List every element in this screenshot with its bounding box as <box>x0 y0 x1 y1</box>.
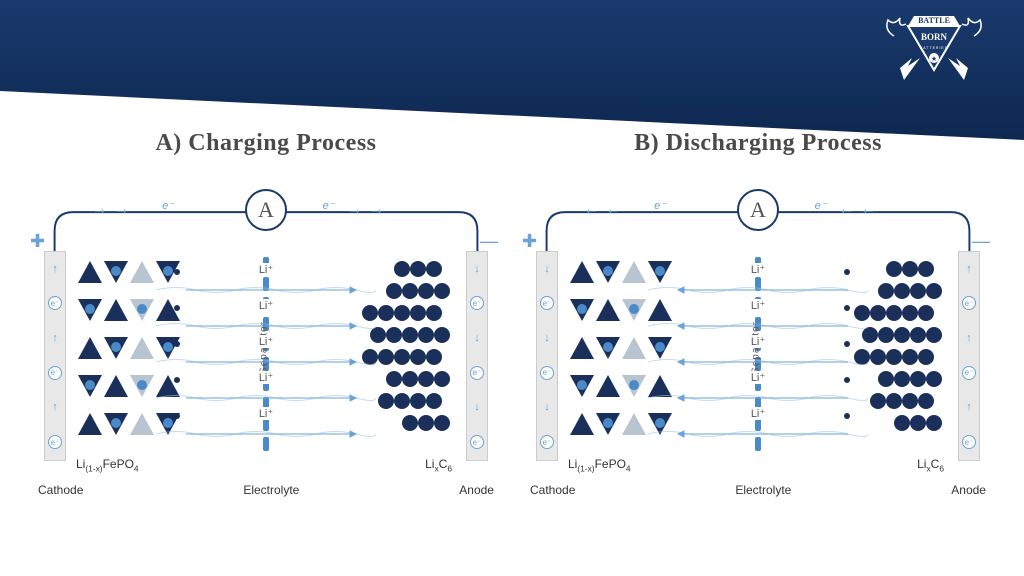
logo-text-top: BATTLE <box>918 16 950 25</box>
electron-badge: e⁻ <box>540 296 554 310</box>
panel-A: A) Charging Process A e⁻ e⁻ →→ →→ ✚ — ↑ e… <box>20 130 512 497</box>
electron-badge: e⁻ <box>48 435 62 449</box>
electron-label: e⁻ <box>654 199 666 212</box>
ion-row: Li⁺ <box>648 411 868 447</box>
ion-row: Li⁺ <box>156 303 376 339</box>
electron-badge: e⁻ <box>962 366 976 380</box>
anode-formula: LixC6 <box>917 457 944 473</box>
anode-label: Anode <box>459 483 494 497</box>
battery-cell: A e⁻ e⁻ →→ →→ ✚ — ↑e⁻↑e⁻↑e⁻ ↓e⁻↓e⁻↓e⁻ Se… <box>30 177 502 497</box>
li-ion-label: Li⁺ <box>257 371 275 384</box>
panel-title: B) Discharging Process <box>522 130 994 157</box>
collector-arrow: ↓ <box>544 401 550 413</box>
panel-B: B) Discharging Process A e⁻ e⁻ ←← ←← ✚ —… <box>512 130 1004 497</box>
current-arrows: ←← <box>838 201 882 219</box>
li-ion-label: Li⁺ <box>749 299 767 312</box>
collector-arrow: ↓ <box>474 401 480 413</box>
ion-row: Li⁺ <box>156 267 376 303</box>
collector-arrow: ↓ <box>544 263 550 275</box>
ammeter: A <box>245 189 287 231</box>
collector-arrow: ↑ <box>966 332 972 344</box>
battery-cell: A e⁻ e⁻ ←← ←← ✚ — ↓e⁻↓e⁻↓e⁻ ↑e⁻↑e⁻↑e⁻ Se… <box>522 177 994 497</box>
collector-arrow: ↑ <box>966 401 972 413</box>
ion-flow: Li⁺ Li⁺ Li⁺ Li⁺ <box>648 267 868 447</box>
li-ion-label: Li⁺ <box>257 335 275 348</box>
ion-row: Li⁺ <box>156 411 376 447</box>
electron-label: e⁻ <box>162 199 174 212</box>
current-arrows: ←← <box>583 201 627 219</box>
cathode-formula: Li(1-x)FePO4 <box>568 457 631 473</box>
electrolyte-label: Electrolyte <box>243 483 299 497</box>
ion-row: Li⁺ <box>648 375 868 411</box>
ion-row: Li⁺ <box>648 267 868 303</box>
li-ion-label: Li⁺ <box>257 263 275 276</box>
bottom-labels: Cathode Electrolyte Anode <box>522 483 994 497</box>
electron-badge: e⁻ <box>48 296 62 310</box>
li-ion-label: Li⁺ <box>749 263 767 276</box>
diagram-area: A) Charging Process A e⁻ e⁻ →→ →→ ✚ — ↑ e… <box>0 130 1024 497</box>
logo-text-bot: BORN <box>921 32 948 42</box>
cathode-label: Cathode <box>530 483 575 497</box>
cathode-collector: ↑ e⁻ ↑ e⁻ ↑ e⁻ <box>44 251 66 461</box>
collector-arrow: ↑ <box>52 263 58 275</box>
collector-arrow: ↑ <box>52 332 58 344</box>
anode-formula: LixC6 <box>425 457 452 473</box>
electron-badge: e⁻ <box>48 366 62 380</box>
li-ion-label: Li⁺ <box>749 407 767 420</box>
electron-label: e⁻ <box>815 199 827 212</box>
electrolyte-label: Electrolyte <box>735 483 791 497</box>
panel-title: A) Charging Process <box>30 130 502 157</box>
electron-badge: e⁻ <box>962 296 976 310</box>
cathode-label: Cathode <box>38 483 83 497</box>
collector-arrow: ↑ <box>966 263 972 275</box>
cathode-formula: Li(1-x)FePO4 <box>76 457 139 473</box>
li-ion-label: Li⁺ <box>257 299 275 312</box>
plus-terminal: ✚ <box>522 231 537 252</box>
electron-badge: e⁻ <box>470 296 484 310</box>
collector-arrow: ↑ <box>52 401 58 413</box>
collector-arrow: ↓ <box>474 263 480 275</box>
anode-label: Anode <box>951 483 986 497</box>
electron-badge: e⁻ <box>540 366 554 380</box>
collector-arrow: ↓ <box>544 332 550 344</box>
ion-row: Li⁺ <box>648 339 868 375</box>
minus-terminal: — <box>972 231 990 252</box>
collector-arrow: ↓ <box>474 332 480 344</box>
plus-terminal: ✚ <box>30 231 45 252</box>
ion-row: Li⁺ <box>648 303 868 339</box>
logo-sub: BATTERIES <box>920 46 948 50</box>
electron-badge: e⁻ <box>470 435 484 449</box>
li-ion-label: Li⁺ <box>257 407 275 420</box>
brand-logo: BATTLE BORN BATTERIES ★ <box>864 8 1004 118</box>
anode-collector: ↑ e⁻ ↑ e⁻ ↑ e⁻ <box>958 251 980 461</box>
electron-badge: e⁻ <box>540 435 554 449</box>
current-arrows: →→ <box>91 201 135 219</box>
current-arrows: →→ <box>346 201 390 219</box>
li-ion-label: Li⁺ <box>749 371 767 384</box>
minus-terminal: — <box>480 231 498 252</box>
ion-flow: Li⁺ Li⁺ Li⁺ Li⁺ <box>156 267 376 447</box>
bottom-labels: Cathode Electrolyte Anode <box>30 483 502 497</box>
svg-text:★: ★ <box>931 55 937 63</box>
cathode-collector: ↓ e⁻ ↓ e⁻ ↓ e⁻ <box>536 251 558 461</box>
li-ion-label: Li⁺ <box>749 335 767 348</box>
anode-collector: ↓ e⁻ ↓ e⁻ ↓ e⁻ <box>466 251 488 461</box>
ion-row: Li⁺ <box>156 339 376 375</box>
electron-badge: e⁻ <box>470 366 484 380</box>
ammeter: A <box>737 189 779 231</box>
ion-row: Li⁺ <box>156 375 376 411</box>
electron-badge: e⁻ <box>962 435 976 449</box>
electron-label: e⁻ <box>323 199 335 212</box>
